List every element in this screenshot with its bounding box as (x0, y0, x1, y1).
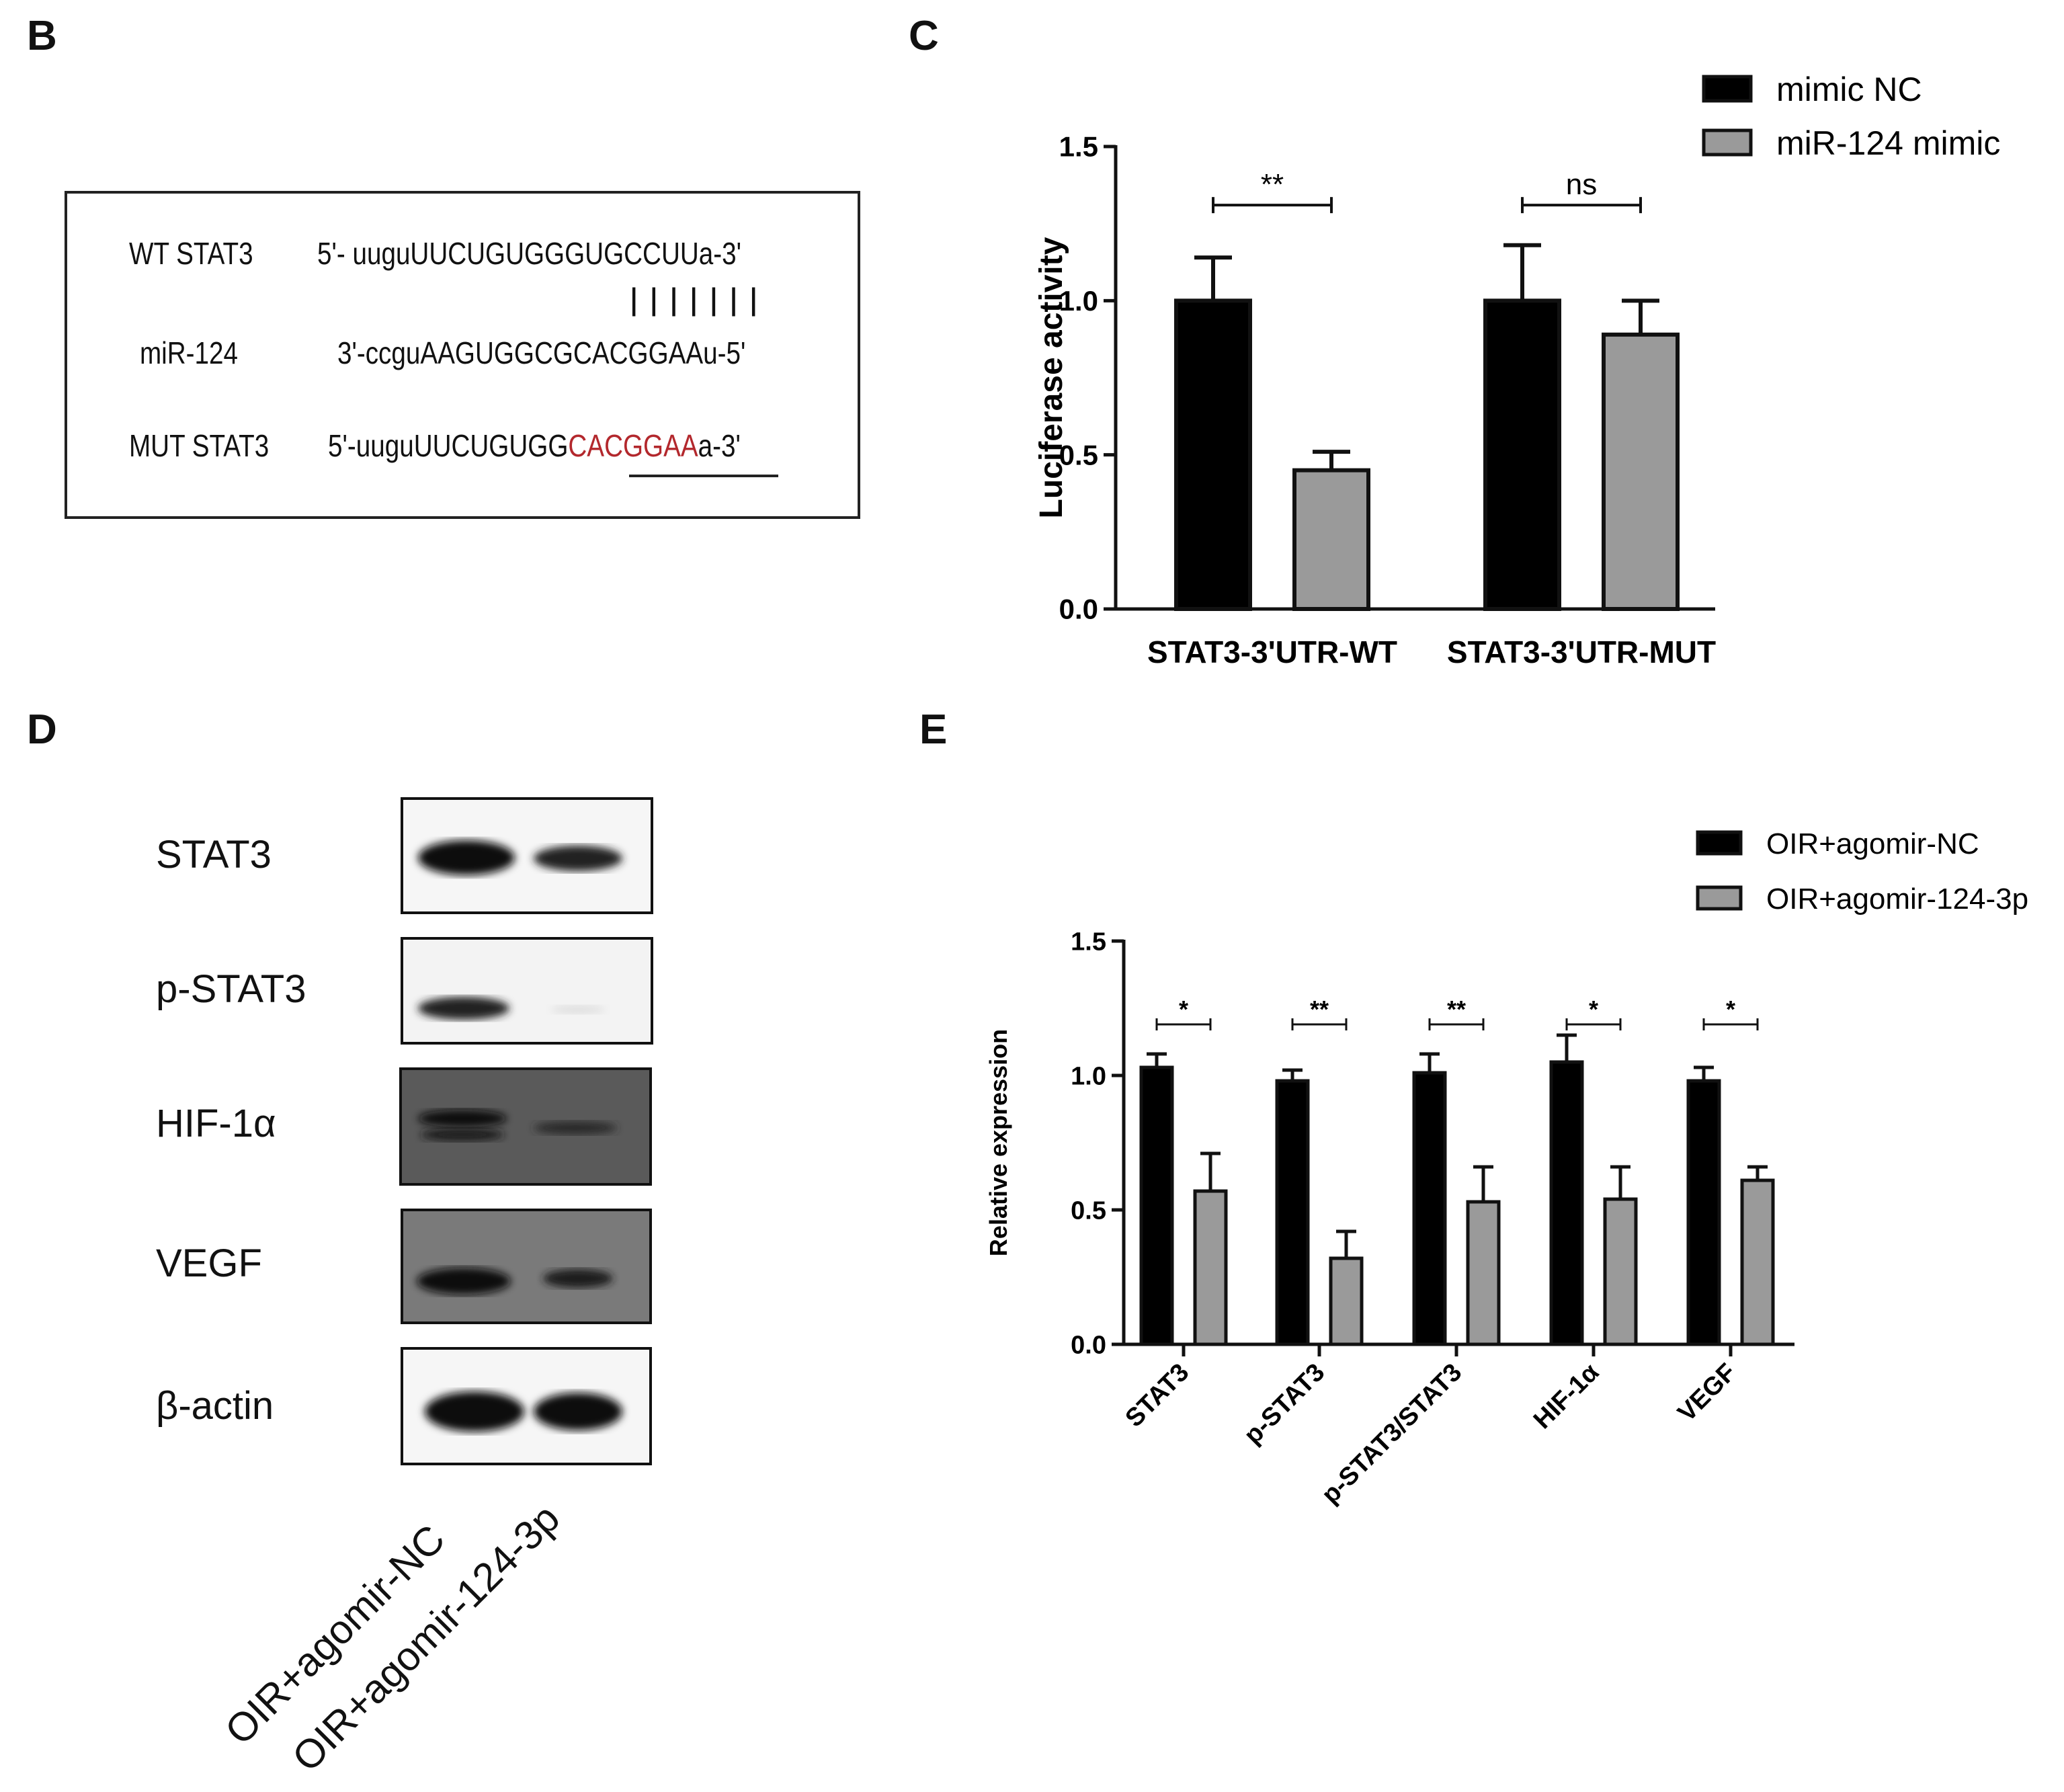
blot-hif1a (399, 1067, 652, 1186)
significance-label: ns (1566, 168, 1597, 201)
mir-sequence: 3'-ccguAAGUGGCGCACGGAAu-5' (337, 335, 746, 370)
significance-label: * (1179, 995, 1188, 1023)
panel-label-c: C (909, 13, 939, 59)
blot-label-beta-actin: β-actin (156, 1384, 274, 1428)
luciferase-chart: 0.0 0.5 1.0 1.5 Luciferase activity ** STAT3-3… (1034, 71, 2000, 669)
panel-label-b: B (27, 13, 57, 59)
blot-p-stat3 (401, 937, 653, 1045)
mut-seq-mutated: CACGGAA (568, 428, 698, 463)
legend-label: miR-124 mimic (1776, 124, 2000, 162)
legend-label: OIR+agomir-124-3p (1766, 883, 2028, 915)
bar (1275, 1079, 1310, 1346)
wt-label: WT STAT3 (129, 236, 253, 271)
y-tick-label: 1.5 (1059, 131, 1098, 163)
western-blot: STAT3 p-STAT3 HIF-1α VEGF β-actin (148, 793, 699, 1788)
x-tick-label: p-STAT3 (1239, 1358, 1330, 1450)
x-tick-label: p-STAT3/STAT3 (1317, 1358, 1468, 1510)
panel-label-d: D (27, 706, 57, 753)
mut-underline (629, 475, 778, 477)
blot-stat3 (401, 797, 653, 914)
blot-label-p-stat3: p-STAT3 (156, 967, 306, 1011)
blot-label-vegf: VEGF (156, 1241, 262, 1285)
significance-label: ** (1261, 168, 1284, 201)
bar (1603, 1197, 1638, 1346)
bar (1139, 1065, 1174, 1346)
legend-swatch (1696, 830, 1743, 856)
sequence-alignment-box: WT STAT3 5'- uuguUUCUGUGGGUGCCUUa-3' | |… (65, 191, 860, 519)
bar (1174, 298, 1252, 611)
y-tick-label: 1.0 (1059, 285, 1098, 317)
legend-swatch (1702, 128, 1753, 157)
panel-label-e: E (919, 706, 948, 753)
mut-seq-prefix: 5'-uuguUUCUGUGG (328, 428, 569, 463)
y-tick-label: 0.5 (1071, 1196, 1106, 1225)
pairing-lines: | | | | | | | (629, 282, 759, 317)
x-tick-label: VEGF (1673, 1358, 1742, 1428)
blot-beta-actin (401, 1347, 652, 1465)
blot-images (399, 797, 653, 1465)
mir-label: miR-124 (140, 335, 239, 370)
blot-vegf (401, 1209, 652, 1324)
y-tick-label: 1.0 (1071, 1062, 1106, 1090)
legend-label: mimic NC (1776, 71, 1922, 108)
significance-label: * (1726, 995, 1735, 1023)
mut-seq-suffix: a-3' (698, 428, 741, 463)
legend-swatch (1696, 885, 1743, 911)
blot-label-hif1a: HIF-1α (156, 1102, 276, 1145)
bar (1740, 1178, 1775, 1346)
bar (1412, 1071, 1447, 1346)
mut-sequence: 5'-uuguUUCUGUGGCACGGAAa-3' (328, 427, 741, 464)
bar (1466, 1200, 1501, 1346)
bar (1329, 1256, 1364, 1346)
y-axis-label: Luciferase activity (1034, 237, 1069, 518)
bar (1549, 1060, 1584, 1346)
mut-label: MUT STAT3 (129, 428, 270, 463)
y-tick-label: 0.0 (1059, 594, 1098, 625)
significance-label: ** (1447, 995, 1466, 1023)
x-tick-label: STAT3-3'UTR-WT (1147, 635, 1397, 669)
x-tick-label: STAT3 (1120, 1358, 1195, 1433)
bar (1483, 298, 1561, 611)
legend-label: OIR+agomir-NC (1766, 827, 1979, 860)
bar (1193, 1189, 1228, 1346)
y-tick-label: 0.5 (1059, 439, 1098, 471)
x-tick-label: HIF-1α (1528, 1358, 1604, 1434)
bar (1602, 332, 1680, 611)
significance-label: * (1589, 995, 1598, 1023)
y-tick-label: 1.5 (1071, 928, 1106, 956)
x-tick-label: STAT3-3'UTR-MUT (1447, 635, 1716, 669)
legend-swatch (1702, 75, 1753, 103)
blot-label-stat3: STAT3 (156, 833, 272, 877)
significance-label: ** (1310, 995, 1329, 1023)
bar (1292, 468, 1370, 611)
y-axis-label: Relative expression (985, 1029, 1012, 1256)
wt-sequence: 5'- uuguUUCUGUGGGUGCCUUa-3' (317, 236, 741, 271)
y-tick-label: 0.0 (1071, 1331, 1106, 1359)
bar (1686, 1079, 1721, 1346)
